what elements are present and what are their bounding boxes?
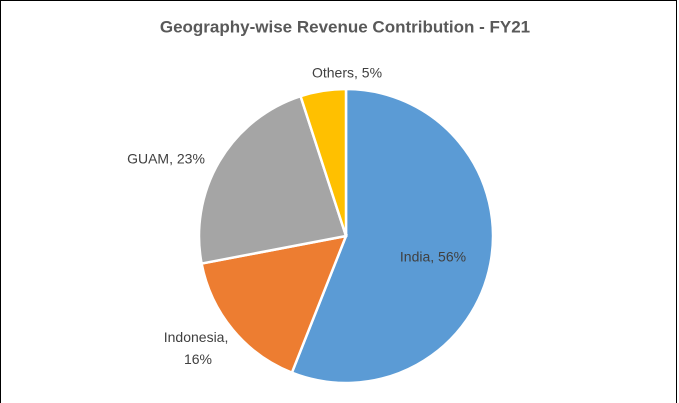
data-label-line: Indonesia, (164, 329, 233, 345)
chart-title: Geography-wise Revenue Contribution - FY… (160, 17, 530, 36)
data-label-line: 16% (184, 351, 212, 367)
data-label: Others, 5% (312, 65, 382, 81)
pie-slice (298, 87, 348, 237)
pie-slice (197, 94, 348, 266)
data-label: India, 56% (400, 249, 466, 265)
pie-slice (200, 234, 348, 375)
data-label: GUAM, 23% (127, 151, 205, 167)
data-label: Indonesia, 16% (164, 329, 233, 367)
pie-slice (290, 87, 495, 385)
